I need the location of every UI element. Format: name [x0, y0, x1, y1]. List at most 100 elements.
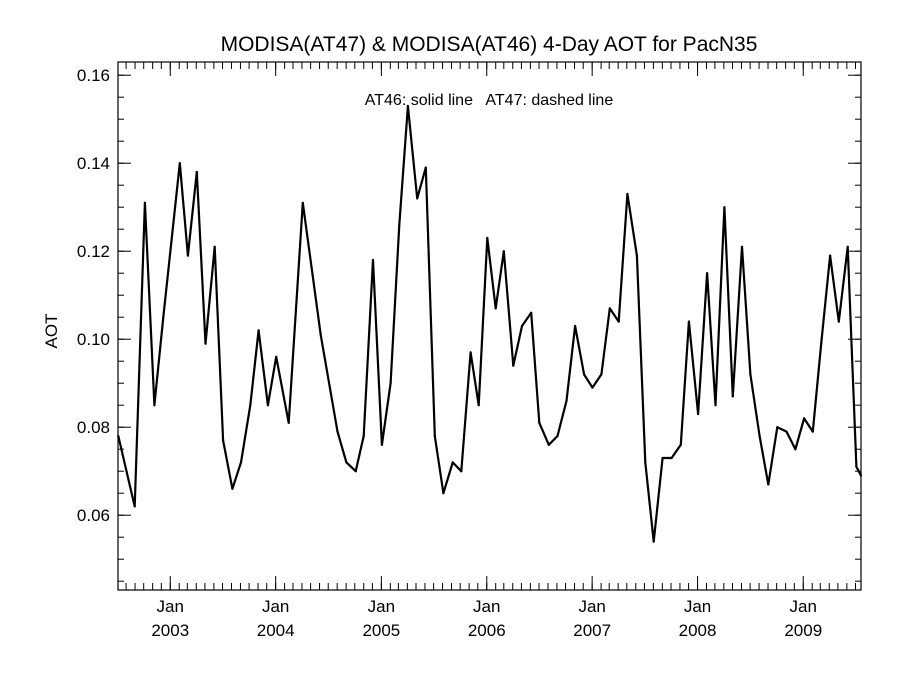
data-point: [855, 465, 858, 468]
data-point: [565, 399, 568, 402]
data-point: [362, 434, 365, 438]
x-tick-label-year: 2007: [573, 621, 611, 640]
data-point: [406, 104, 409, 108]
data-point: [451, 461, 454, 464]
data-point: [538, 421, 541, 424]
data-point: [319, 333, 322, 336]
legend-annotation: AT46: solid line AT47: dashed line: [365, 92, 614, 109]
data-point: [758, 434, 761, 438]
x-tick-label-year: 2003: [151, 621, 189, 640]
x-tick-label-month: Jan: [578, 597, 605, 616]
data-point: [222, 439, 225, 442]
data-point: [345, 461, 348, 464]
data-point: [574, 324, 577, 328]
data-point: [846, 245, 849, 248]
y-tick-label: 0.06: [77, 506, 110, 525]
data-point: [859, 474, 863, 477]
data-point: [143, 201, 146, 204]
data-point: [133, 505, 136, 508]
data-point: [740, 245, 744, 248]
x-tick-label-month: Jan: [262, 597, 289, 616]
data-point: [204, 342, 207, 345]
series-layer: [117, 104, 863, 543]
y-tick-label: 0.12: [77, 242, 110, 261]
data-point: [178, 162, 181, 165]
data-point: [785, 430, 788, 433]
data-point: [652, 540, 655, 543]
x-axis-ticks: Jan 2003 Jan 2004 Jan 2005 Jan 2006 Jan 2007 Jan 20…: [125, 62, 857, 640]
data-point: [502, 250, 505, 253]
data-point: [811, 430, 814, 433]
data-point: [520, 324, 524, 328]
data-point: [301, 201, 304, 204]
data-point: [608, 307, 611, 310]
data-point: [749, 373, 752, 376]
data-point: [239, 461, 243, 464]
data-point: [494, 307, 497, 310]
data-point: [117, 434, 120, 438]
data-point: [530, 311, 533, 314]
data-point: [723, 206, 726, 209]
data-point: [583, 373, 586, 376]
data-point: [670, 456, 673, 460]
data-point: [803, 417, 806, 420]
data-point: [195, 170, 198, 174]
data-point: [776, 426, 779, 429]
x-tick-label-month: Jan: [157, 597, 184, 616]
data-point: [512, 364, 515, 367]
data-point: [679, 443, 682, 446]
data-point: [486, 236, 489, 240]
data-point: [644, 461, 647, 464]
data-point: [162, 316, 165, 319]
data-point: [186, 254, 189, 257]
data-point: [556, 434, 559, 438]
data-point: [829, 254, 832, 257]
data-point: [275, 355, 278, 358]
series-line-at46: [117, 104, 862, 543]
x-tick-label-year: 2006: [468, 621, 506, 640]
y-tick-label: 0.16: [77, 66, 110, 85]
plot-frame: [117, 61, 862, 591]
data-point: [336, 430, 339, 433]
data-point: [433, 434, 436, 438]
y-axis-ticks: 0.06 0.08 0.10 0.12 0.14 0.16: [77, 66, 861, 582]
data-point: [591, 386, 594, 389]
data-point: [687, 320, 691, 323]
data-point: [266, 404, 269, 407]
data-point: [287, 421, 290, 424]
data-point: [714, 404, 717, 407]
data-point: [626, 192, 629, 196]
data-point: [547, 443, 550, 446]
data-point: [617, 320, 620, 323]
x-tick-label-month: Jan: [684, 597, 711, 616]
data-point: [460, 470, 463, 473]
x-tick-label-year: 2009: [784, 621, 822, 640]
data-point: [380, 443, 383, 446]
data-point: [697, 412, 700, 416]
y-tick-label: 0.14: [77, 154, 110, 173]
data-point: [153, 404, 156, 407]
data-point: [231, 487, 234, 490]
data-point: [600, 373, 603, 376]
data-point: [389, 382, 392, 385]
data-point: [371, 258, 375, 262]
data-point: [731, 395, 734, 398]
data-point: [213, 245, 216, 248]
data-point: [661, 456, 664, 460]
data-point: [257, 329, 260, 332]
y-tick-label: 0.08: [77, 418, 110, 437]
x-tick-label-year: 2005: [362, 621, 400, 640]
x-tick-label-month: Jan: [473, 597, 500, 616]
y-axis-label: AOT: [42, 314, 61, 349]
data-point: [837, 320, 840, 323]
data-point: [424, 166, 427, 169]
x-tick-label-year: 2004: [257, 621, 295, 640]
chart-title: MODISA(AT47) & MODISA(AT46) 4-Day AOT fo…: [221, 33, 758, 56]
x-tick-label-year: 2008: [679, 621, 717, 640]
data-point: [820, 342, 823, 345]
data-point: [794, 448, 797, 451]
data-point: [706, 272, 709, 275]
y-tick-label: 0.10: [77, 330, 110, 349]
